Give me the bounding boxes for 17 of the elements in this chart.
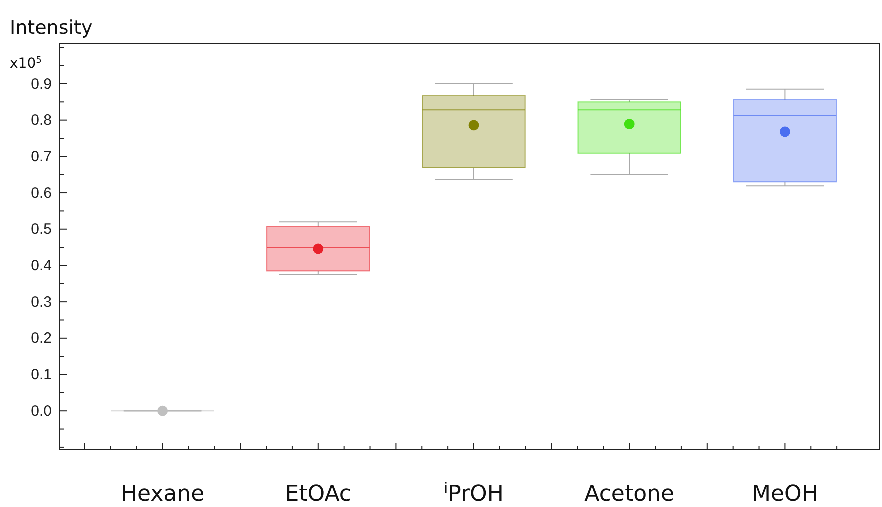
y-tick-label: 0.3 <box>31 294 52 311</box>
y-tick-label: 0.5 <box>31 221 52 238</box>
y-tick-label: 0.1 <box>31 366 52 384</box>
y-axis-title: Intensity <box>10 17 93 39</box>
x-tick-label: $^{i}$PrOH <box>444 481 504 507</box>
x-tick-label: MeOH <box>752 482 818 507</box>
y-tick-label: 0.2 <box>31 330 52 348</box>
text: x10$^{5}$ <box>10 56 42 72</box>
x-tick-label: EtOAc <box>285 482 352 507</box>
y-tick-label: 0.6 <box>31 184 52 202</box>
y-tick-label: 0.7 <box>31 148 52 166</box>
x-tick-label: Acetone <box>584 482 675 507</box>
x-tick-label: Hexane <box>120 482 205 507</box>
y-tick-label: 0.0 <box>31 402 52 420</box>
y-tick-label: 0.8 <box>31 112 52 130</box>
y-tick-label: 0.4 <box>31 258 52 275</box>
y-tick-label: 0.9 <box>31 76 52 93</box>
